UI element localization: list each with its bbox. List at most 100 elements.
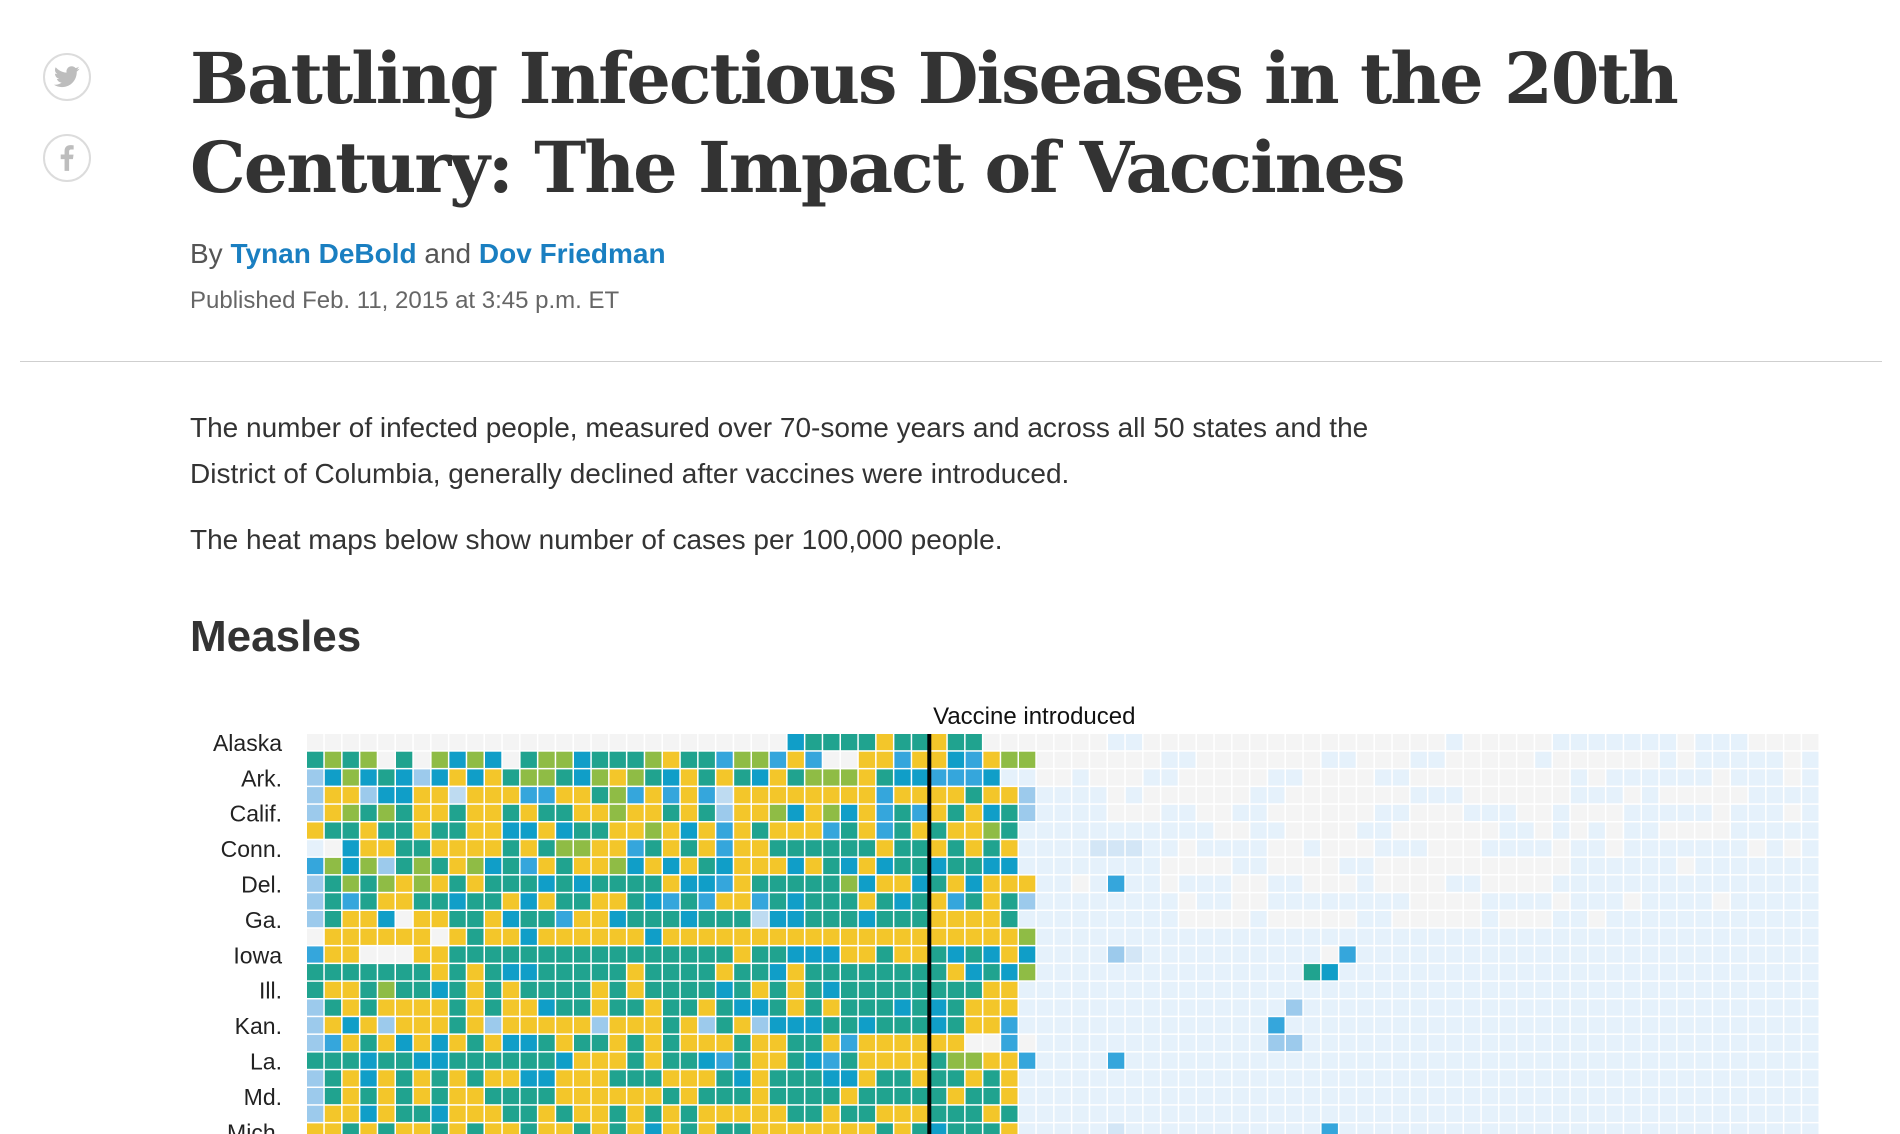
heatmap-cell xyxy=(983,1017,1000,1034)
heatmap-cell xyxy=(1250,911,1267,928)
heatmap-cell xyxy=(1001,946,1018,963)
heatmap-cell xyxy=(823,1105,840,1122)
heatmap-cell xyxy=(1214,981,1232,998)
heatmap-cell xyxy=(894,734,911,751)
heatmap-cell xyxy=(1748,1052,1766,1069)
heatmap-cell xyxy=(1161,1088,1178,1105)
heatmap-cell xyxy=(716,751,733,768)
heatmap-cell xyxy=(431,928,448,945)
heatmap-cell xyxy=(645,857,662,875)
heatmap-cell xyxy=(841,1017,858,1034)
author-link-tynan-debold[interactable]: Tynan DeBold xyxy=(230,238,417,269)
heatmap-cell xyxy=(1695,769,1712,786)
heatmap-cell xyxy=(591,1017,609,1034)
heatmap-cell xyxy=(1090,822,1107,839)
heatmap-cell xyxy=(502,911,520,928)
heatmap-cell xyxy=(680,751,698,768)
heatmap-cell xyxy=(1642,1052,1659,1069)
heatmap-cell xyxy=(1428,840,1445,857)
heatmap-cell xyxy=(1499,875,1516,892)
heatmap-cell xyxy=(1232,875,1249,892)
heatmap-cell xyxy=(467,928,484,945)
heatmap-cell xyxy=(1748,1070,1766,1087)
heatmap-cell xyxy=(1036,751,1054,768)
heatmap-cell xyxy=(431,751,448,768)
heatmap-cell xyxy=(680,787,698,804)
heatmap-cell xyxy=(467,1052,484,1069)
heatmap-cell xyxy=(449,981,466,998)
twitter-share-button[interactable] xyxy=(43,53,91,101)
heatmap-cell xyxy=(1535,840,1552,857)
heatmap-cell xyxy=(1303,804,1321,821)
heatmap-cell xyxy=(1428,1123,1445,1134)
heatmap-cell xyxy=(1303,999,1321,1016)
heatmap-cell xyxy=(858,1070,876,1087)
heatmap-cell xyxy=(1179,964,1196,981)
heatmap-cell xyxy=(1090,1070,1107,1087)
heatmap-cell xyxy=(609,857,626,875)
author-link-dov-friedman[interactable]: Dov Friedman xyxy=(478,238,666,269)
heatmap-cell xyxy=(663,734,680,751)
heatmap-cell xyxy=(841,1052,858,1069)
heatmap-cell xyxy=(1214,751,1232,768)
heatmap-cell xyxy=(538,1052,555,1069)
heatmap-cell xyxy=(1339,1052,1356,1069)
heatmap-cell xyxy=(413,857,431,875)
heatmap-cell xyxy=(1588,734,1605,751)
heatmap-cell xyxy=(413,751,431,768)
heatmap-cell xyxy=(449,946,466,963)
heatmap-cell xyxy=(1446,1034,1463,1052)
heatmap-cell xyxy=(1677,1052,1694,1069)
heatmap-cell xyxy=(1446,893,1463,910)
header-divider xyxy=(20,361,1882,362)
heatmap-cell xyxy=(1713,1052,1730,1069)
heatmap-cell xyxy=(1481,804,1499,821)
heatmap-cell xyxy=(449,911,466,928)
heatmap-cell xyxy=(502,893,520,910)
heatmap-cell xyxy=(752,946,769,963)
heatmap-cell xyxy=(1375,1034,1392,1052)
heatmap-cell xyxy=(823,946,840,963)
heatmap-cell xyxy=(1125,964,1143,981)
heatmap-cell xyxy=(1036,928,1054,945)
heatmap-cell xyxy=(1677,769,1694,786)
heatmap-cell xyxy=(1570,1070,1588,1087)
heatmap-cell xyxy=(1197,1017,1214,1034)
heatmap-cell xyxy=(342,787,359,804)
heatmap-cell xyxy=(1054,981,1071,998)
heatmap-cell xyxy=(485,840,502,857)
heatmap-cell xyxy=(574,734,591,751)
heatmap-cell xyxy=(680,1088,698,1105)
heatmap-cell xyxy=(502,734,520,751)
heatmap-cell xyxy=(1446,787,1463,804)
heatmap-cell xyxy=(787,1070,804,1087)
heatmap-cell xyxy=(1143,999,1160,1016)
heatmap-cell xyxy=(1642,1070,1659,1087)
heatmap-cell xyxy=(520,981,537,998)
heatmap-cell xyxy=(1143,840,1160,857)
heatmap-cell xyxy=(823,804,840,821)
heatmap-cell xyxy=(1179,875,1196,892)
heatmap-cell xyxy=(1108,981,1125,998)
heatmap-cell xyxy=(449,734,466,751)
heatmap-cell xyxy=(1464,875,1481,892)
heatmap-cell xyxy=(1410,1052,1427,1069)
heatmap-cell xyxy=(1179,787,1196,804)
heatmap-cell xyxy=(485,946,502,963)
heatmap-cell xyxy=(413,875,431,892)
heatmap-cell xyxy=(609,946,626,963)
heatmap-cell xyxy=(1001,769,1018,786)
heatmap-cell xyxy=(1072,875,1089,892)
facebook-share-button[interactable] xyxy=(43,134,91,182)
heatmap-cell xyxy=(396,893,413,910)
heatmap-cell xyxy=(502,875,520,892)
heatmap-cell xyxy=(1125,1052,1143,1069)
heatmap-cell xyxy=(876,893,893,910)
heatmap-cell xyxy=(698,928,715,945)
heatmap-cell xyxy=(307,946,324,963)
heatmap-cell xyxy=(449,875,466,892)
heatmap-cell xyxy=(1713,981,1730,998)
heatmap-cell xyxy=(1570,751,1588,768)
heatmap-cell xyxy=(1197,928,1214,945)
heatmap-cell xyxy=(698,822,715,839)
